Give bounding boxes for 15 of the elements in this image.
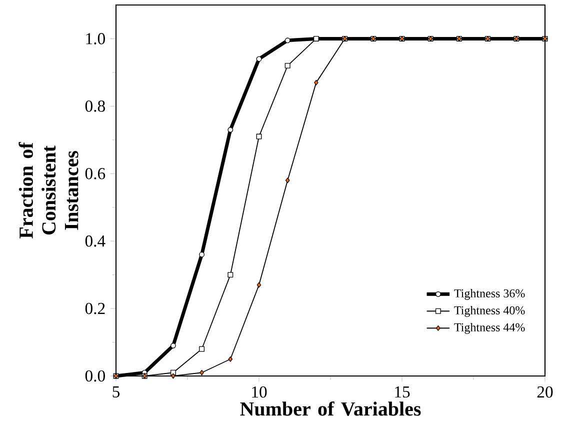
x-axis-title: Number of Variables (240, 401, 421, 416)
y-axis-title: Fraction of Consistent Instances (18, 142, 78, 238)
x-tick-label: 20 (537, 386, 553, 398)
y-tick-label: 0.4 (85, 235, 106, 247)
x-tick-label: 15 (395, 386, 410, 398)
y-tick-label: 0.8 (85, 100, 105, 112)
y-tick-label: 0.2 (85, 302, 105, 314)
legend-label: Tightness 40% (454, 306, 525, 317)
y-tick-label: 0.0 (85, 370, 105, 382)
x-tick-label: 10 (252, 386, 267, 398)
legend-label: Tightness 36% (454, 288, 525, 300)
x-tick-label: 5 (112, 386, 120, 398)
legend-label: Tightness 44% (454, 322, 525, 334)
y-tick-label: 1.0 (86, 33, 105, 44)
y-tick-label: 0.6 (85, 168, 106, 180)
